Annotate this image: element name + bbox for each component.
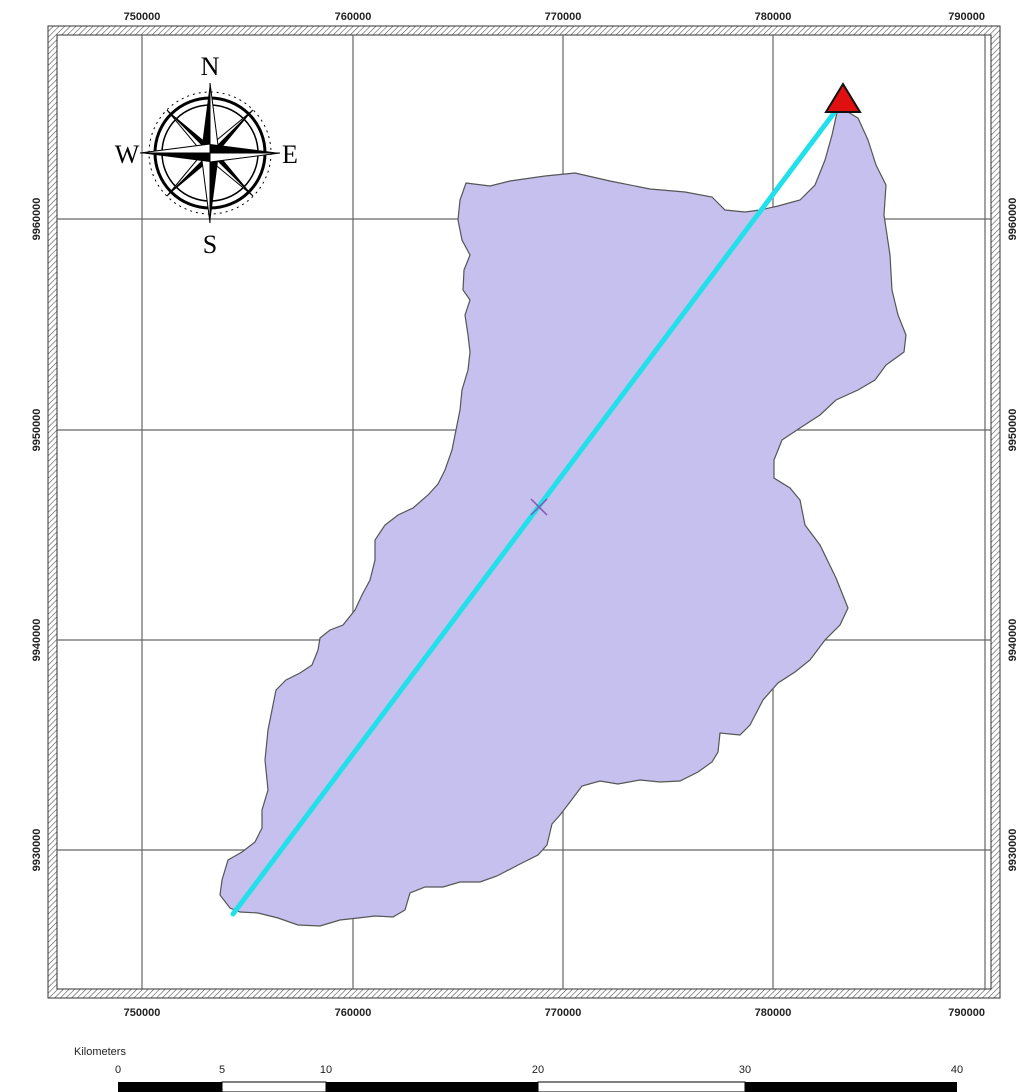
- compass-south-label: S: [203, 230, 217, 259]
- x-tick-bottom-3: 780000: [755, 1007, 792, 1019]
- centroid-cross: [530, 498, 548, 516]
- scale-segment-5: [745, 1082, 957, 1092]
- outlet-triangle: [824, 82, 862, 113]
- scale-segment-2: [221, 1081, 327, 1092]
- compass-rose: N S E W: [115, 52, 298, 259]
- scale-bar-unit: Kilometers: [74, 1046, 126, 1058]
- scale-segment-4: [537, 1081, 746, 1092]
- x-tick-labels-bottom: 750000 760000 770000 780000 790000: [124, 1007, 985, 1019]
- scale-label-40: 40: [951, 1064, 963, 1076]
- x-tick-top-3: 780000: [755, 11, 792, 23]
- y-tick-right-0: 9960000: [1007, 198, 1019, 241]
- x-tick-top-0: 750000: [124, 11, 161, 23]
- scale-label-20: 20: [532, 1064, 544, 1076]
- y-tick-right-2: 9940000: [1007, 619, 1019, 662]
- y-tick-left-2: 9940000: [31, 619, 43, 662]
- x-tick-top-1: 760000: [335, 11, 372, 23]
- x-tick-bottom-0: 750000: [124, 1007, 161, 1019]
- x-tick-top-2: 770000: [545, 11, 582, 23]
- y-tick-left-1: 9950000: [31, 409, 43, 452]
- compass-east-label: E: [282, 140, 298, 169]
- y-tick-labels-left: 9960000 9950000 9940000 9930000: [31, 198, 43, 872]
- y-tick-right-1: 9950000: [1007, 409, 1019, 452]
- x-tick-bottom-1: 760000: [335, 1007, 372, 1019]
- scale-label-0: 0: [115, 1064, 121, 1076]
- x-tick-labels-top: 750000 760000 770000 780000 790000: [124, 11, 985, 23]
- y-tick-labels-right: 9960000 9950000 9940000 9930000: [1007, 198, 1019, 872]
- scale-segment-3: [326, 1082, 538, 1092]
- scale-segment-1: [118, 1082, 222, 1092]
- compass-west-label: W: [115, 140, 140, 169]
- watershed-polygon: [219, 107, 907, 927]
- y-tick-left-3: 9930000: [31, 829, 43, 872]
- scale-label-5: 5: [219, 1064, 225, 1076]
- x-tick-top-4: 790000: [948, 11, 985, 23]
- y-tick-right-3: 9930000: [1007, 829, 1019, 872]
- x-tick-bottom-2: 770000: [545, 1007, 582, 1019]
- scale-label-30: 30: [739, 1064, 751, 1076]
- y-tick-left-0: 9960000: [31, 198, 43, 241]
- compass-north-label: N: [201, 52, 220, 81]
- scale-label-10: 10: [320, 1064, 332, 1076]
- scale-bar: Kilometers 0 5 10 20 30 40: [74, 1046, 963, 1092]
- x-tick-bottom-4: 790000: [948, 1007, 985, 1019]
